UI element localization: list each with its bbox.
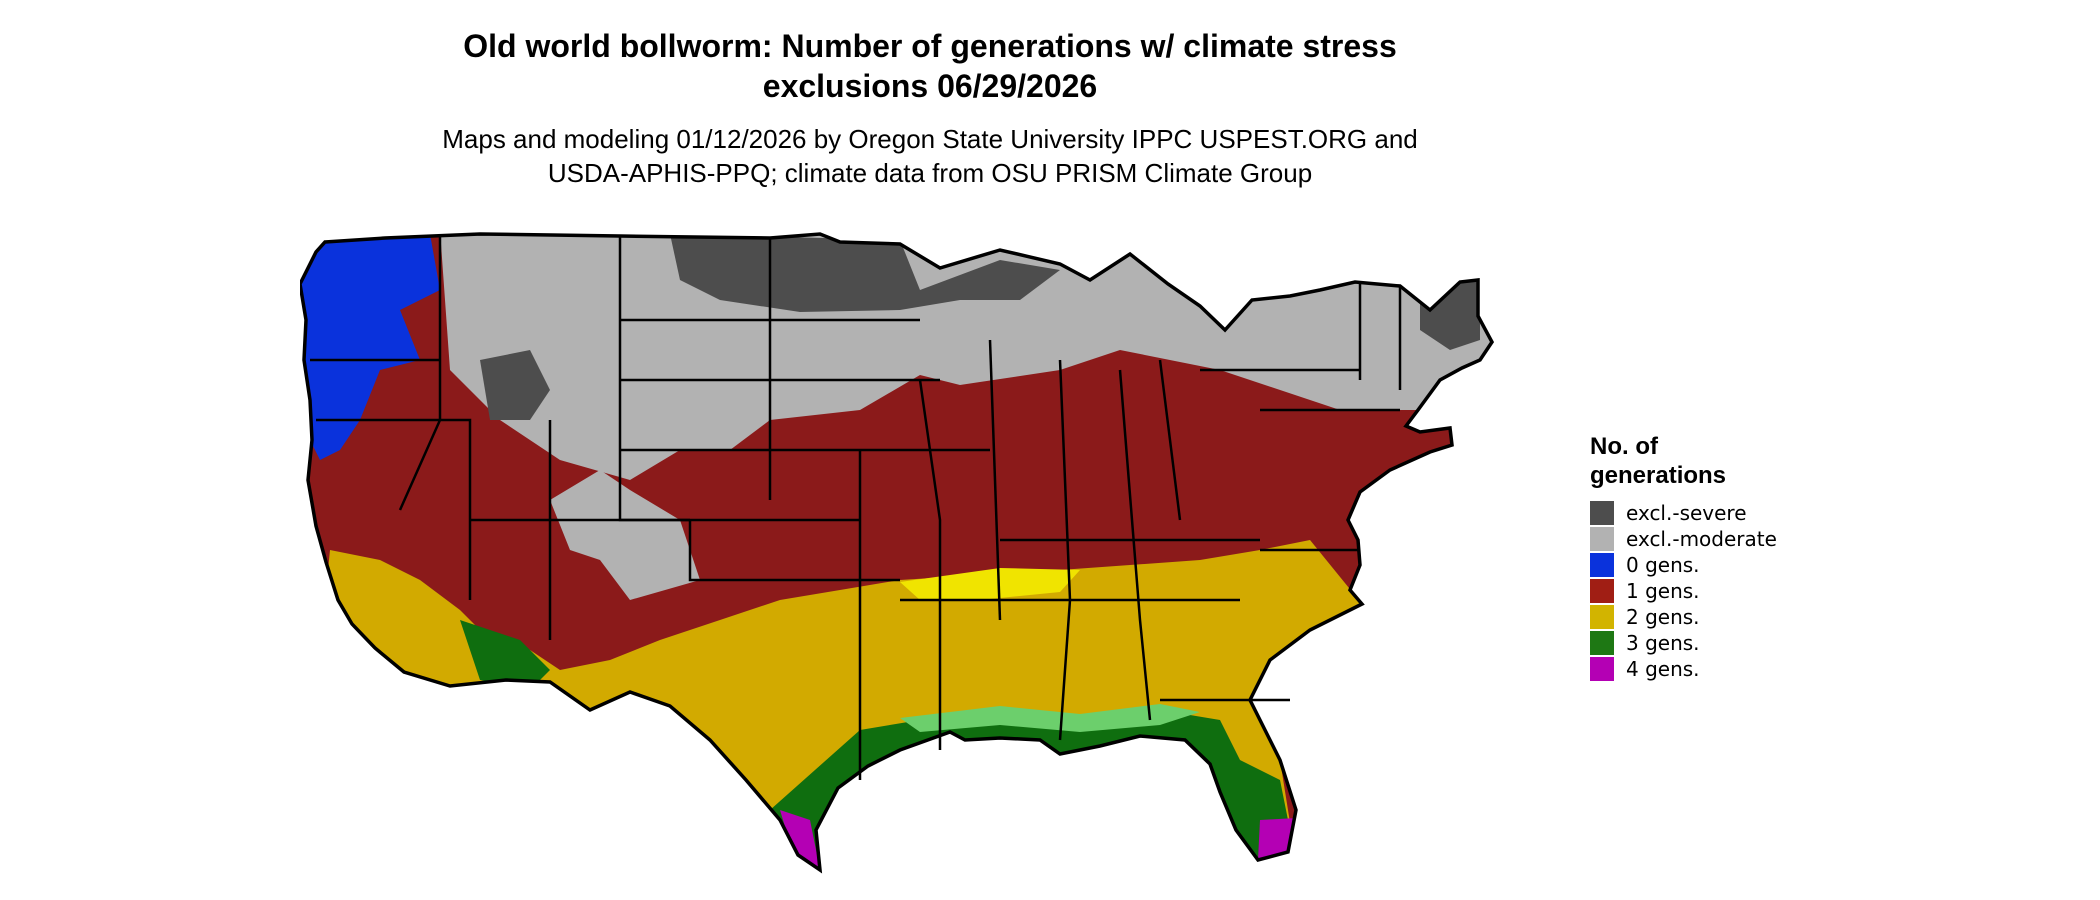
legend-swatch xyxy=(1590,631,1614,655)
legend-label: 1 gens. xyxy=(1626,579,1700,603)
legend-label: 3 gens. xyxy=(1626,631,1700,655)
map-subtitle-line-1: Maps and modeling 01/12/2026 by Oregon S… xyxy=(442,124,1418,154)
zone-excl-severe-wyoming xyxy=(480,350,550,420)
legend-title-line-2: generations xyxy=(1590,462,1727,489)
legend-swatch xyxy=(1590,605,1614,629)
legend-label: excl.-moderate xyxy=(1626,527,1777,551)
legend-items: excl.-severe excl.-moderate 0 gens. 1 ge… xyxy=(1590,500,1890,682)
legend-swatch xyxy=(1590,553,1614,577)
legend-label: 4 gens. xyxy=(1626,657,1700,681)
zone-excl-severe-north xyxy=(670,234,1060,312)
border-line xyxy=(316,418,472,600)
zone-0-gens xyxy=(300,234,440,460)
border-line xyxy=(688,520,900,582)
border-line xyxy=(1158,359,1182,521)
legend-item-4-gens: 4 gens. xyxy=(1590,656,1890,682)
legend-item-excl-moderate: excl.-moderate xyxy=(1590,526,1890,552)
zone-4-gens-texas xyxy=(780,810,820,870)
legend-swatch xyxy=(1590,527,1614,551)
legend-item-1-gens: 1 gens. xyxy=(1590,578,1890,604)
legend-label: 2 gens. xyxy=(1626,605,1700,629)
legend-label: excl.-severe xyxy=(1626,501,1747,525)
legend-item-excl-severe: excl.-severe xyxy=(1590,500,1890,526)
border-line xyxy=(988,339,1002,621)
zone-3-gens-arizona xyxy=(460,620,550,690)
zone-3-gens-light xyxy=(900,704,1200,732)
border-line xyxy=(1118,369,1152,721)
border-line xyxy=(918,379,942,750)
zone-2-gens-light xyxy=(900,568,1080,600)
state-borders xyxy=(310,234,1402,780)
legend-swatch xyxy=(1590,501,1614,525)
legend-label: 0 gens. xyxy=(1626,553,1700,577)
legend-title-line-1: No. of xyxy=(1590,433,1658,460)
legend-item-3-gens: 3 gens. xyxy=(1590,630,1890,656)
legend-item-0-gens: 0 gens. xyxy=(1590,552,1890,578)
map-subtitle-line-2: USDA-APHIS-PPQ; climate data from OSU PR… xyxy=(547,158,1313,188)
map-title-line-2: exclusions 06/29/2026 xyxy=(762,68,1098,104)
legend-item-2-gens: 2 gens. xyxy=(1590,604,1890,630)
border-line xyxy=(1058,359,1072,741)
legend-swatch xyxy=(1590,657,1614,681)
legend: No. of generations excl.-severe excl.-mo… xyxy=(1590,432,1890,682)
us-generations-map xyxy=(300,232,1494,872)
zone-4-gens-florida xyxy=(1258,818,1296,860)
map-title-line-1: Old world bollworm: Number of generation… xyxy=(463,28,1397,64)
zone-excl-moderate-rockies xyxy=(550,470,700,600)
legend-swatch xyxy=(1590,579,1614,603)
